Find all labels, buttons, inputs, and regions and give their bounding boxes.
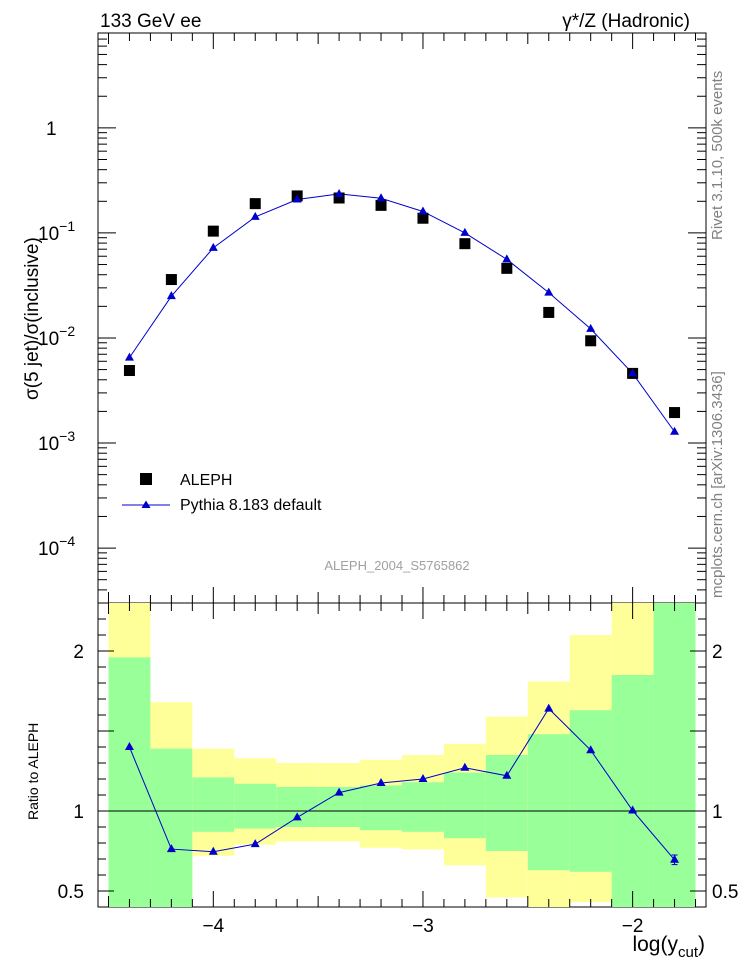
- x-tick-label: −2: [622, 916, 644, 937]
- y-tick-label: 10−1: [38, 218, 75, 245]
- ratio-y-tick-label-left: 1: [73, 802, 84, 823]
- data-point: [417, 212, 429, 224]
- ratio-y-tick-label-right: 1: [712, 802, 723, 823]
- band-inner-bin: [150, 748, 193, 907]
- ratio-point: [124, 742, 134, 750]
- ratio-series-layer: [124, 703, 680, 866]
- mc-point: [586, 323, 596, 332]
- ratio-point: [418, 774, 428, 782]
- ratio-axis-ticks: −4 −3 −2 0.5 0.5 1 1 2 2: [58, 603, 738, 937]
- ratio-point: [628, 805, 638, 814]
- mc-point: [544, 287, 554, 296]
- data-point: [333, 192, 345, 204]
- main-axis-ticks: 10−4 10−3 10−2 10−1 1: [38, 32, 706, 604]
- ratio-point: [586, 745, 596, 754]
- band-inner-bin: [234, 783, 277, 829]
- data-point: [459, 238, 471, 250]
- process-label: γ*/Z (Hadronic): [562, 11, 690, 32]
- legend-mc-marker: [141, 500, 151, 508]
- band-inner-bin: [527, 734, 570, 871]
- band-inner-bin: [611, 675, 654, 907]
- band-inner-bin: [192, 777, 235, 832]
- mc-series-line: [129, 193, 675, 433]
- legend-data-marker: [140, 473, 152, 485]
- band-inner-bin: [485, 755, 528, 851]
- ratio-point: [376, 778, 386, 786]
- band-inner-bin: [360, 785, 402, 831]
- ratio-series-line: [128, 707, 675, 861]
- ratio-point: [502, 770, 512, 779]
- mc-point: [670, 426, 680, 435]
- mc-point: [418, 206, 428, 215]
- legend: ALEPH Pythia 8.183 default: [122, 472, 322, 514]
- band-inner-bin: [276, 787, 319, 827]
- ratio-point: [250, 839, 260, 848]
- data-point: [375, 199, 387, 211]
- y-tick-label: 1: [46, 119, 57, 140]
- y-tick-label: 10−3: [38, 428, 75, 455]
- ratio-y-tick-label-right: 2: [712, 642, 723, 663]
- x-tick-label: −4: [202, 916, 224, 937]
- ratio-point: [208, 846, 218, 855]
- band-inner-bin: [402, 782, 444, 832]
- main-y-axis-title: σ(5 jet)/σ(inclusive): [22, 237, 43, 400]
- band-inner-bin: [443, 772, 486, 839]
- mc-point: [124, 352, 134, 361]
- y-tick-label: 10−2: [38, 323, 75, 350]
- ratio-y-tick-label-right: 0.5: [712, 882, 738, 903]
- ratio-point: [544, 703, 554, 712]
- mc-point: [628, 368, 638, 377]
- mc-point: [376, 193, 386, 202]
- mcplots-label: mcplots.cern.ch [arXiv:1306.3436]: [709, 371, 726, 598]
- energy-label: 133 GeV ee: [100, 11, 201, 32]
- data-point: [123, 365, 135, 377]
- data-point: [249, 198, 261, 210]
- y-tick-label: 10−4: [38, 533, 75, 560]
- rivet-version-label: Rivet 3.1.10, 500k events: [709, 71, 726, 240]
- ratio-point: [460, 762, 470, 771]
- mc-point: [502, 254, 512, 263]
- ratio-y-axis-title: Ratio to ALEPH: [25, 723, 41, 820]
- data-point: [669, 407, 681, 419]
- band-inner-bin: [569, 710, 612, 872]
- x-axis-title: log(ycut): [632, 933, 705, 961]
- legend-mc-label: Pythia 8.183 default: [180, 497, 322, 514]
- mc-point: [292, 194, 302, 203]
- main-plot-frame: [97, 32, 707, 604]
- uncertainty-bands: [108, 603, 696, 907]
- x-tick-label: −3: [412, 916, 434, 937]
- data-point: [207, 225, 219, 237]
- data-point: [585, 335, 597, 347]
- ratio-point: [166, 844, 176, 853]
- mc-point: [334, 188, 344, 197]
- mc-point: [208, 242, 218, 251]
- ratio-point: [334, 787, 344, 796]
- main-series-layer: [123, 188, 681, 435]
- ratio-point: [292, 812, 302, 821]
- ratio-point: [670, 854, 680, 863]
- data-point: [501, 262, 513, 274]
- ratio-y-tick-label-left: 0.5: [58, 882, 84, 903]
- analysis-label: ALEPH_2004_S5765862: [324, 558, 469, 573]
- mc-point: [250, 211, 260, 220]
- data-point: [543, 306, 555, 318]
- mc-point: [166, 291, 176, 300]
- legend-data-label: ALEPH: [180, 472, 232, 489]
- data-point: [165, 274, 177, 286]
- mc-point: [460, 227, 470, 236]
- ratio-y-tick-label-left: 2: [73, 642, 84, 663]
- main-frame-border: [97, 32, 707, 604]
